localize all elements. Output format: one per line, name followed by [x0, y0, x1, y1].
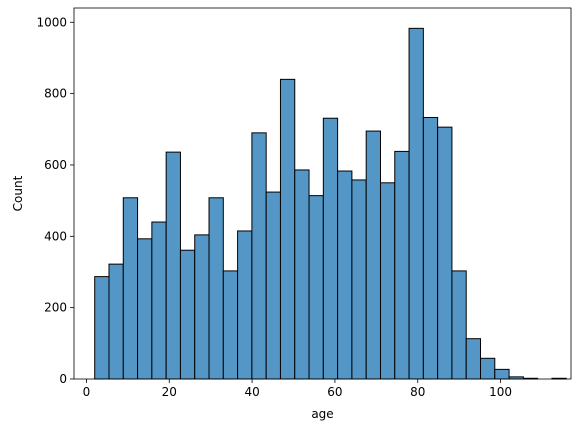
histogram-bar	[94, 276, 110, 380]
x-tick-label: 0	[83, 385, 91, 399]
histogram-bar	[337, 170, 353, 380]
x-tick-label: 20	[162, 385, 177, 399]
y-axis-ticks: 0 200 400 600 800 1000	[36, 15, 74, 386]
histogram-bar	[365, 130, 381, 380]
histogram-bar	[122, 197, 139, 380]
histogram-bar	[465, 338, 482, 380]
x-axis-label: age	[311, 407, 333, 421]
x-tick-label: 100	[489, 385, 512, 399]
histogram-bar	[394, 150, 410, 380]
y-tick-label: 600	[44, 158, 67, 172]
histogram-bar	[379, 182, 396, 380]
histogram-bar	[451, 270, 467, 380]
y-axis-label: Count	[11, 175, 25, 211]
histogram-bar	[194, 234, 210, 380]
histogram-bar	[251, 132, 267, 380]
histogram-bar	[408, 27, 424, 380]
histogram-bar	[480, 357, 496, 380]
y-tick-label: 800	[44, 87, 67, 101]
y-tick-label: 0	[59, 372, 67, 386]
histogram-bars	[94, 27, 567, 380]
histogram-bar	[494, 368, 510, 380]
histogram-bar	[351, 179, 367, 380]
histogram-bar	[151, 221, 167, 380]
y-tick-label: 400	[44, 229, 67, 243]
y-tick-label: 200	[44, 301, 67, 315]
histogram-bar	[308, 195, 324, 380]
x-axis-ticks: 0 20 40 60 80 100	[83, 379, 512, 399]
histogram-bar	[422, 117, 439, 380]
x-tick-label: 60	[327, 385, 342, 399]
histogram-bar	[165, 151, 181, 380]
histogram-bar	[208, 197, 224, 380]
histogram-bar	[137, 238, 153, 380]
histogram-bar	[279, 78, 296, 380]
plot-area-frame	[73, 7, 572, 380]
x-tick-label: 80	[410, 385, 425, 399]
histogram-bar	[265, 191, 281, 380]
histogram-bar	[108, 263, 124, 380]
histogram-bar	[294, 169, 310, 380]
histogram-bar	[222, 270, 239, 380]
histogram-bar	[322, 117, 339, 380]
y-tick-label: 1000	[36, 15, 67, 29]
histogram-bar	[237, 230, 253, 380]
x-tick-label: 40	[244, 385, 259, 399]
histogram-bar	[179, 249, 196, 380]
histogram-bar	[437, 126, 453, 380]
